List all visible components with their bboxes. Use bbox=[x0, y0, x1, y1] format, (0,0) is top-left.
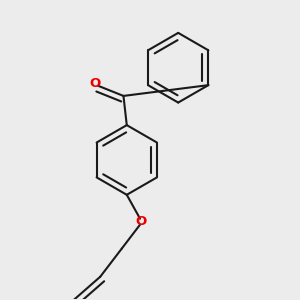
Text: O: O bbox=[136, 215, 147, 228]
Text: O: O bbox=[89, 77, 100, 90]
